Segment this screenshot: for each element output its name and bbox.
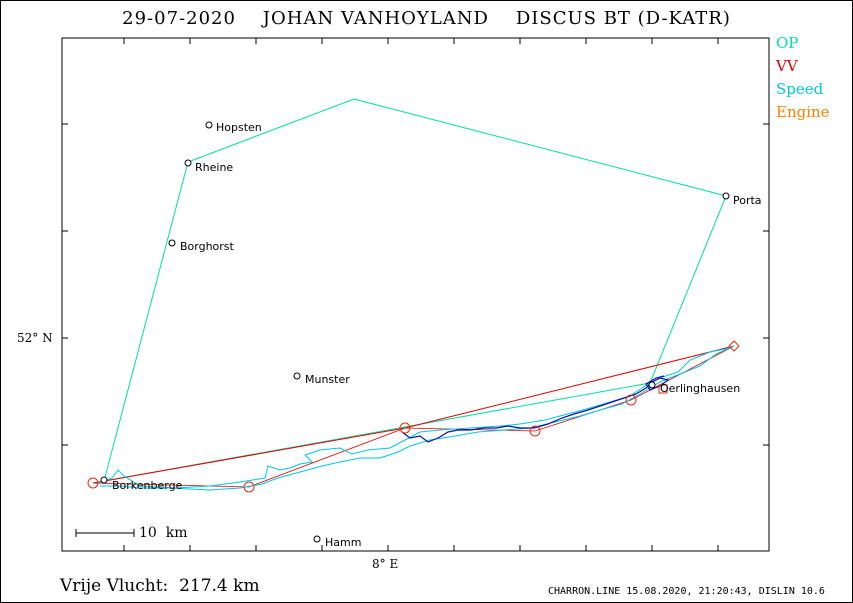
legend-op: OP (776, 34, 799, 52)
legend-speed: Speed (776, 80, 824, 98)
software-credit: CHARRON.LINE 15.08.2020, 21:20:43, DISLI… (548, 586, 825, 597)
place-label-oerlinghausen: Oerlinghausen (660, 382, 741, 395)
place-label-munster: Munster (305, 373, 350, 386)
scale-bar (75, 529, 135, 537)
vv-route (92, 345, 735, 484)
place-label-porta: Porta (733, 194, 762, 207)
lat-label: 52° N (17, 331, 53, 345)
track-dark (401, 375, 670, 443)
op-route (103, 98, 727, 482)
speed-track (95, 345, 735, 491)
legend-engine: Engine (776, 103, 830, 121)
turnpoint-markers (87, 340, 740, 493)
place-label-hamm: Hamm (325, 536, 362, 549)
axis-ticks (62, 38, 769, 551)
scale-label: 10 km (139, 525, 188, 541)
place-label-borghorst: Borghorst (180, 240, 234, 253)
map-title: 29-07-2020 JOHAN VANHOYLAND DISCUS BT (D… (122, 8, 731, 29)
place-label-borkenberge: Borkenberge (112, 479, 183, 492)
place-markers (100, 121, 730, 543)
legend-vv: VV (776, 57, 798, 75)
map-border (61, 37, 770, 552)
place-label-hopsten: Hopsten (216, 121, 262, 134)
place-label-rheine: Rheine (195, 161, 234, 174)
free-flight-distance: Vrije Vlucht: 217.4 km (60, 576, 260, 596)
lon-label: 8° E (372, 557, 399, 571)
